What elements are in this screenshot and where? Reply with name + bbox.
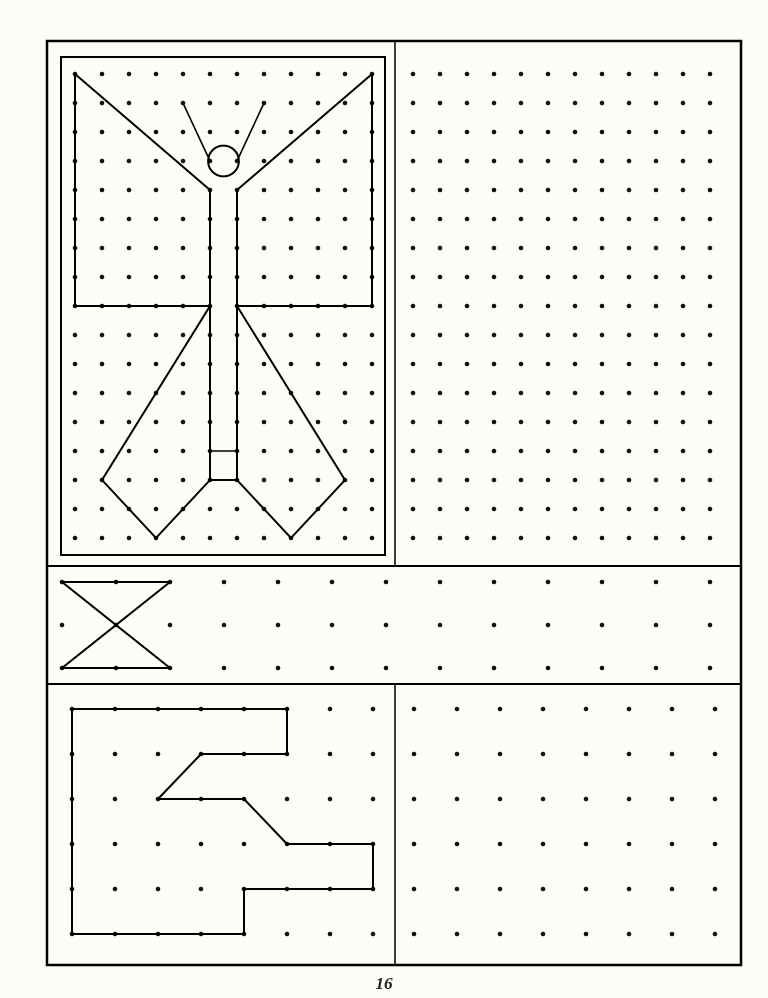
worksheet-page: 16	[0, 0, 768, 998]
page-number: 16	[0, 974, 768, 994]
panel-bottom-right	[0, 0, 768, 998]
